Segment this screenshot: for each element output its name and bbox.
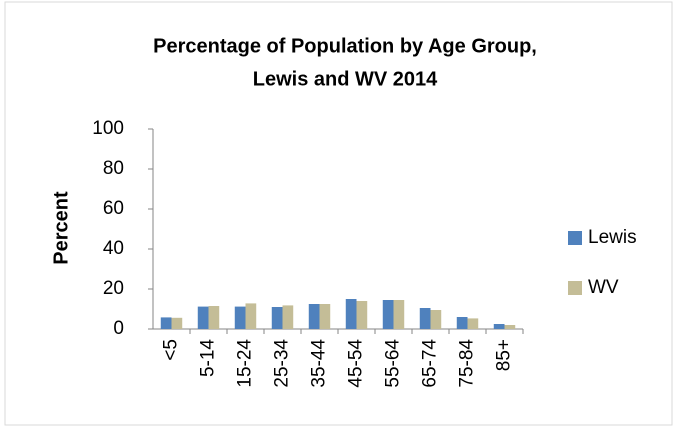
y-tick-label: 100 bbox=[92, 118, 124, 139]
bar bbox=[234, 306, 246, 329]
bar bbox=[430, 310, 442, 329]
bar bbox=[345, 299, 357, 329]
x-tick-label: 15-24 bbox=[235, 339, 256, 388]
y-tick-label: 0 bbox=[113, 318, 124, 339]
bar bbox=[197, 306, 209, 329]
chart-title: Lewis and WV 2014 bbox=[253, 68, 438, 90]
x-tick-label: 85+ bbox=[494, 339, 515, 371]
x-tick-label: 5-14 bbox=[198, 339, 219, 377]
bar bbox=[456, 317, 468, 329]
bar bbox=[245, 303, 257, 329]
bar bbox=[382, 300, 394, 329]
y-tick-label: 20 bbox=[103, 278, 124, 299]
bar bbox=[208, 306, 220, 329]
legend-swatch bbox=[568, 281, 582, 295]
chart-title: Percentage of Population by Age Group, bbox=[153, 35, 537, 57]
y-axis-label: Percent bbox=[50, 191, 72, 265]
bar bbox=[393, 300, 405, 329]
x-tick-label: <5 bbox=[161, 339, 182, 361]
y-tick-label: 80 bbox=[103, 158, 124, 179]
legend-swatch bbox=[568, 231, 582, 245]
bar bbox=[171, 317, 183, 329]
bar bbox=[419, 308, 431, 329]
x-tick-label: 75-84 bbox=[457, 339, 478, 388]
bar bbox=[308, 304, 320, 329]
x-tick-label: 35-44 bbox=[309, 339, 330, 388]
x-tick-label: 25-34 bbox=[272, 339, 293, 388]
x-tick-label: 65-74 bbox=[420, 339, 441, 388]
bar bbox=[493, 324, 505, 329]
y-tick-label: 60 bbox=[103, 198, 124, 219]
x-tick-label: 45-54 bbox=[346, 339, 367, 388]
bar bbox=[467, 318, 479, 329]
bar bbox=[319, 304, 331, 329]
bar bbox=[160, 317, 172, 329]
chart-border bbox=[4, 1, 673, 426]
bar bbox=[282, 305, 294, 329]
y-tick-label: 40 bbox=[103, 238, 124, 259]
legend-label: Lewis bbox=[588, 227, 637, 248]
legend-label: WV bbox=[588, 277, 619, 298]
bar bbox=[356, 301, 368, 329]
bar bbox=[271, 307, 283, 329]
bar bbox=[504, 325, 516, 329]
x-tick-label: 55-64 bbox=[383, 339, 404, 388]
